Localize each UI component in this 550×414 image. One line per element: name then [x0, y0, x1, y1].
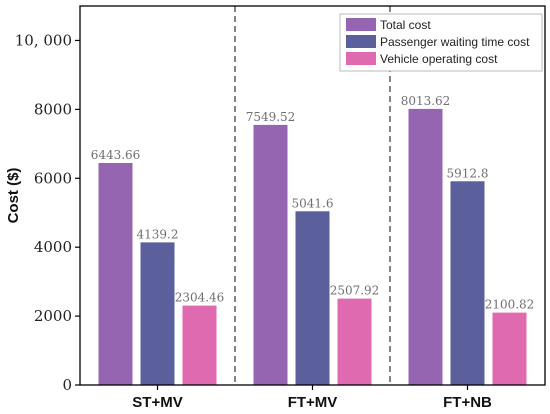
legend-entry-label: Total cost	[380, 18, 431, 32]
y-axis-label: Cost ($)	[5, 168, 22, 224]
bar-value-label: 8013.62	[401, 94, 451, 108]
bar	[450, 181, 485, 385]
bar-value-label: 2100.82	[485, 298, 535, 312]
legend-entry-label: Passenger waiting time cost	[380, 35, 530, 49]
x-tick-label: FT+NB	[443, 394, 492, 411]
bar-value-label: 2507.92	[330, 284, 380, 298]
x-tick-label: ST+MV	[132, 394, 182, 411]
y-tick-label: 10, 000	[15, 31, 72, 49]
y-tick-label: 0	[62, 376, 72, 394]
bar	[182, 305, 217, 385]
bar	[492, 312, 527, 385]
y-axis-ticks: 0 2000 4000 6000 8000 10, 000	[15, 31, 80, 394]
legend-entry-label: Vehicle operating cost	[380, 52, 498, 66]
legend-swatch	[346, 52, 376, 65]
legend: Total cost Passenger waiting time cost Veh…	[339, 13, 543, 72]
bar	[253, 124, 288, 386]
x-tick-label: FT+MV	[288, 394, 338, 411]
bar	[140, 242, 175, 385]
legend-swatch	[346, 18, 376, 31]
bar-value-label: 4139.2	[137, 227, 179, 241]
y-tick-label: 2000	[34, 307, 72, 325]
bar-value-label: 2304.46	[175, 291, 225, 305]
legend-swatch	[346, 35, 376, 48]
bar	[295, 211, 330, 385]
bar-value-label: 6443.66	[91, 148, 141, 162]
bar	[337, 298, 372, 385]
bar-value-label: 5041.6	[292, 196, 334, 210]
bars-layer	[98, 108, 527, 386]
bar-value-label: 7549.52	[246, 110, 296, 124]
bar-value-label: 5912.8	[447, 166, 489, 180]
y-tick-label: 8000	[34, 100, 72, 118]
y-tick-label: 4000	[34, 238, 72, 256]
bar-labels-layer: 6443.66 4139.2 2304.46 7549.52 5041.6 2507.92…	[91, 94, 535, 312]
x-axis-ticks: ST+MV FT+MV FT+NB	[132, 385, 492, 411]
bar	[98, 162, 133, 385]
bar	[408, 108, 443, 386]
y-tick-label: 6000	[34, 169, 72, 187]
